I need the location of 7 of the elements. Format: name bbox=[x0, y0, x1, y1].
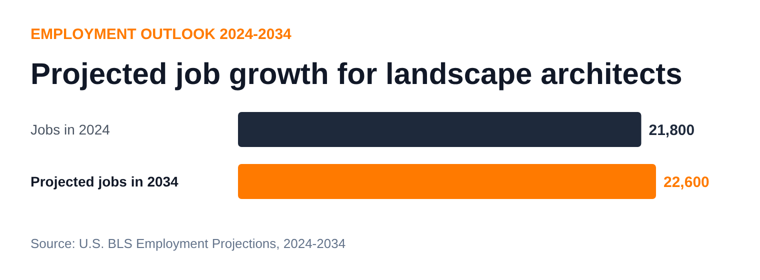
data-label: 21,800 bbox=[648, 122, 695, 139]
y-tick-label: Jobs in 2024 bbox=[30, 122, 110, 138]
chart-subtitle: EMPLOYMENT OUTLOOK 2024-2034 bbox=[30, 26, 292, 43]
data-label: 22,600 bbox=[664, 174, 710, 191]
y-tick-label: Projected jobs in 2034 bbox=[30, 174, 179, 190]
chart-title: Projected job growth for landscape architects bbox=[30, 58, 682, 91]
source-note: Source: U.S. BLS Employment Projections, 2024-2034 bbox=[30, 236, 346, 251]
